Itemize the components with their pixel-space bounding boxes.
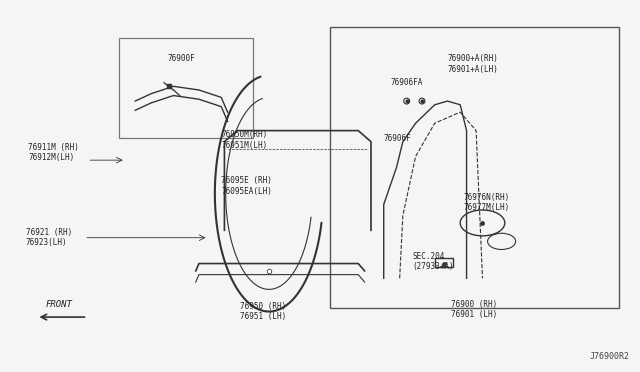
Text: 76900F: 76900F: [167, 54, 195, 63]
Bar: [119, 38, 253, 138]
Point: [417, 98, 427, 104]
Text: 76906F: 76906F: [384, 134, 412, 142]
Point: [438, 261, 449, 267]
Text: 76906FA: 76906FA: [390, 78, 422, 87]
Text: 76976N(RH)
76977M(LH): 76976N(RH) 76977M(LH): [463, 193, 509, 212]
Point: [401, 98, 412, 104]
Point: [401, 98, 412, 104]
Bar: [435, 258, 452, 267]
Point: [477, 220, 488, 226]
Text: 76911M (RH)
76912M(LH): 76911M (RH) 76912M(LH): [28, 143, 79, 163]
Point: [164, 83, 174, 89]
Text: 76900 (RH)
76901 (LH): 76900 (RH) 76901 (LH): [451, 300, 497, 320]
Text: 76921 (RH)
76923(LH): 76921 (RH) 76923(LH): [26, 228, 72, 247]
Text: 76095E (RH)
76095EA(LH): 76095E (RH) 76095EA(LH): [221, 176, 272, 196]
Text: 76950 (RH)
76951 (LH): 76950 (RH) 76951 (LH): [239, 302, 286, 321]
Text: FRONT: FRONT: [45, 300, 72, 309]
Point: [264, 268, 274, 274]
Point: [264, 268, 274, 274]
Text: 76900+A(RH)
76901+A(LH): 76900+A(RH) 76901+A(LH): [447, 54, 499, 74]
Point: [417, 98, 427, 104]
Text: SEC.204
(27933+A): SEC.204 (27933+A): [412, 252, 454, 272]
Text: 76950M(RH)
76951M(LH): 76950M(RH) 76951M(LH): [221, 130, 268, 150]
Bar: [330, 27, 620, 308]
Text: J76900R2: J76900R2: [589, 352, 629, 361]
